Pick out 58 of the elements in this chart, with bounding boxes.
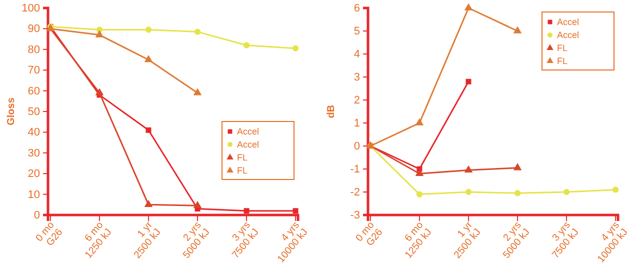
point bbox=[244, 208, 250, 214]
y-tick-label: 80 bbox=[28, 44, 40, 56]
y-tick-label: 100 bbox=[22, 2, 40, 15]
y-tick-label: -2 bbox=[350, 186, 360, 199]
legend-label: FL bbox=[557, 56, 568, 66]
point bbox=[146, 127, 152, 133]
legend-label: Accel bbox=[557, 17, 580, 27]
legend-label: Accel bbox=[237, 126, 260, 136]
point bbox=[194, 28, 201, 35]
y-tick-label: 20 bbox=[28, 168, 40, 180]
point bbox=[514, 190, 521, 196]
point bbox=[145, 26, 152, 33]
point bbox=[464, 3, 473, 10]
point bbox=[193, 88, 202, 96]
point bbox=[144, 200, 153, 208]
y-tick-label: 4 bbox=[354, 48, 360, 61]
point bbox=[243, 42, 250, 48]
y-tick-label: 5 bbox=[354, 26, 360, 38]
point bbox=[513, 26, 522, 34]
y-tick-label: 60 bbox=[28, 85, 40, 98]
y-tick-label: 0 bbox=[34, 210, 40, 222]
x-tick-label: 0 mo G26 bbox=[34, 220, 66, 248]
y-tick-label: 30 bbox=[28, 147, 40, 160]
point bbox=[193, 200, 202, 208]
y-tick-label: 2 bbox=[354, 94, 360, 107]
y-tick-label: 70 bbox=[28, 64, 40, 77]
legend-label: FL bbox=[237, 166, 248, 176]
point bbox=[465, 188, 472, 196]
point bbox=[464, 165, 473, 173]
y-tick-label: -1 bbox=[350, 164, 360, 176]
point bbox=[416, 191, 423, 198]
point bbox=[144, 54, 153, 62]
y-tick-label: 0 bbox=[354, 140, 360, 153]
point bbox=[95, 30, 104, 38]
point bbox=[466, 78, 472, 84]
y-axis-title: Gloss bbox=[6, 97, 17, 126]
y-tick-label: -3 bbox=[350, 210, 360, 222]
point bbox=[415, 168, 424, 176]
y-axis-title: dB bbox=[326, 104, 337, 118]
y-tick-label: 50 bbox=[28, 106, 40, 118]
point bbox=[415, 118, 424, 126]
y-tick-label: 90 bbox=[28, 23, 40, 36]
point bbox=[612, 186, 619, 193]
legend-label: FL bbox=[557, 43, 568, 53]
y-tick-label: 1 bbox=[354, 118, 360, 130]
point bbox=[292, 208, 298, 214]
legend-label: FL bbox=[237, 152, 248, 162]
y-tick-label: 40 bbox=[28, 126, 40, 139]
y-tick-label: 10 bbox=[28, 188, 40, 201]
point bbox=[563, 188, 570, 196]
y-tick-label: 3 bbox=[354, 72, 360, 84]
point bbox=[513, 163, 522, 170]
x-tick-label: 0 mo G26 bbox=[354, 220, 386, 248]
point bbox=[95, 88, 104, 96]
y-tick-label: 6 bbox=[354, 2, 360, 15]
legend-label: Accel bbox=[237, 140, 260, 150]
point bbox=[292, 45, 299, 52]
legend-label: Accel bbox=[557, 30, 580, 40]
